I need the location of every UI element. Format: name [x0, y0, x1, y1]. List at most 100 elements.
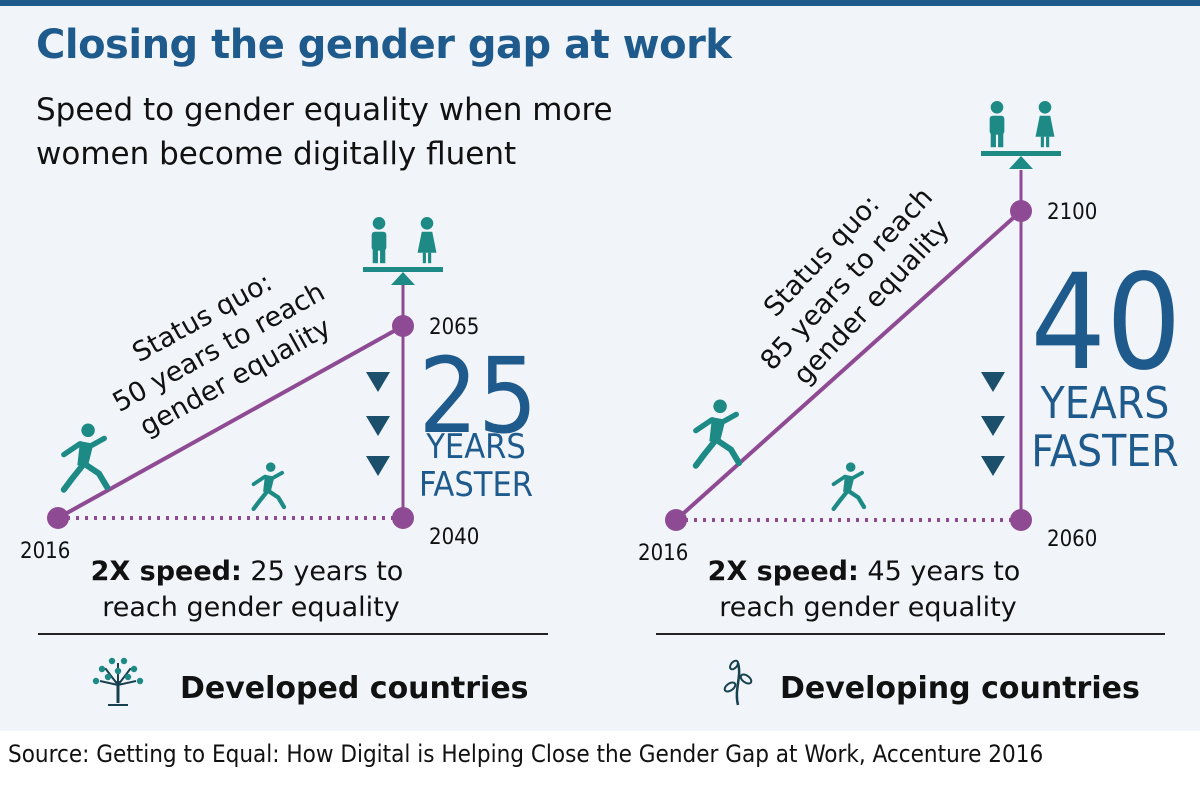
speed-label-bold: 2X speed: [91, 556, 242, 587]
head-shape [1038, 101, 1052, 114]
leg-shape [847, 489, 867, 510]
leaf-shape [104, 673, 112, 681]
scale-beam [981, 151, 1061, 156]
arm-shape [831, 474, 847, 487]
arm-shape [851, 470, 865, 480]
developing-years-faster-number: 40 [1030, 246, 1181, 400]
leg-shape [267, 489, 287, 510]
developed-down-arrow-icon [366, 372, 390, 392]
leg-shape [1040, 136, 1044, 148]
developing-years-faster-label: FASTER [1031, 426, 1179, 477]
leg-shape [428, 252, 432, 264]
leg-shape [380, 248, 386, 264]
branch-shape [117, 667, 132, 686]
arm-shape [89, 435, 108, 448]
source-note: Source: Getting to Equal: How Digital is… [8, 740, 1044, 768]
developing-status-quo-year-label: 2100 [1047, 200, 1097, 225]
head-shape [713, 399, 727, 414]
scale-beam [363, 267, 443, 272]
female-icon [417, 217, 437, 264]
top-rule [0, 0, 1200, 6]
leaf-shape [130, 665, 138, 673]
developing-down-arrow-icon [981, 416, 1005, 436]
developed-runner-icon [60, 423, 111, 493]
arm-shape [721, 411, 740, 424]
leaf-shape [124, 673, 132, 681]
developed-status-quo-year-label: 2065 [429, 315, 479, 340]
developed-status-quo-line [57, 324, 404, 520]
developing-group-label: Developing countries [780, 671, 1140, 706]
leg-shape [998, 132, 1004, 148]
leg-shape [715, 438, 743, 467]
head-shape [990, 101, 1004, 114]
leg-shape [251, 489, 270, 512]
leaf-shape [729, 659, 739, 671]
developed-down-arrow-icon [366, 456, 390, 476]
torso-shape [709, 417, 726, 442]
leaf-shape [723, 681, 737, 693]
page-title: Closing the gender gap at work [36, 22, 732, 68]
scale-fulcrum [1009, 156, 1033, 169]
developing-sprinter-icon [831, 462, 867, 512]
leg-shape [372, 248, 378, 264]
developed-speed-label: 2X speed: 25 years to [91, 556, 404, 587]
developed-down-arrow-icon [366, 416, 390, 436]
developed-group-label: Developed countries [180, 671, 529, 706]
male-icon [371, 217, 387, 264]
leg-shape [831, 489, 850, 512]
branch-shape [99, 680, 119, 686]
developing-accelerated-end-point [1010, 509, 1032, 531]
head-shape [265, 462, 276, 472]
tree-icon [92, 657, 144, 706]
developing-status-quo-line [674, 209, 1023, 522]
head-shape [81, 423, 95, 438]
dress-shape [1035, 115, 1055, 137]
developing-speed-label: 2X speed: 45 years to [708, 556, 1021, 587]
arm-shape [251, 474, 267, 487]
branch-shape [117, 680, 137, 686]
leg-shape [990, 132, 996, 148]
female-icon [1035, 101, 1055, 148]
leaf-shape [92, 677, 100, 685]
developed-start-year-label: 2016 [20, 539, 70, 564]
developed-years-faster-number: 25 [418, 335, 537, 457]
sapling-icon [723, 659, 753, 706]
leg-shape [83, 462, 111, 491]
source-bar [0, 731, 1200, 785]
developing-years-faster-label: YEARS [1040, 378, 1170, 429]
developed-start-point [47, 507, 69, 529]
stem-shape [735, 662, 741, 706]
speed-label-bold: 2X speed: [708, 556, 859, 587]
torso-shape [263, 474, 275, 492]
developing-balance-scale-icon [981, 101, 1061, 169]
scale-fulcrum [391, 272, 415, 285]
leaf-shape [136, 677, 144, 685]
branch-shape [104, 667, 119, 686]
torso-shape [843, 474, 855, 492]
leaf-shape [108, 657, 116, 665]
page-subtitle: Speed to gender equality when more women… [36, 92, 613, 172]
torso-shape [371, 231, 387, 251]
developing-status-quo-end-point [1010, 200, 1032, 222]
leaf-shape [739, 673, 753, 685]
developed-status-quo-end-point [392, 315, 414, 337]
developing-speed-label-line2: reach gender equality [719, 592, 1016, 623]
leg-shape [692, 438, 718, 469]
speed-label-rest: 45 years to [859, 556, 1021, 587]
torso-shape [989, 115, 1005, 135]
developed-sprinter-icon [251, 462, 287, 512]
arm-shape [693, 417, 715, 434]
developing-start-year-label: 2016 [638, 541, 688, 566]
leaf-shape [120, 657, 128, 665]
developing-runner-icon [692, 399, 743, 469]
head-shape [420, 217, 434, 230]
leg-shape [1046, 136, 1050, 148]
arm-shape [271, 470, 285, 480]
developing-down-arrow-icon [981, 456, 1005, 476]
developed-accelerated-year-label: 2040 [429, 525, 479, 550]
male-icon [989, 101, 1005, 148]
developed-years-faster-label: YEARS [425, 427, 526, 467]
